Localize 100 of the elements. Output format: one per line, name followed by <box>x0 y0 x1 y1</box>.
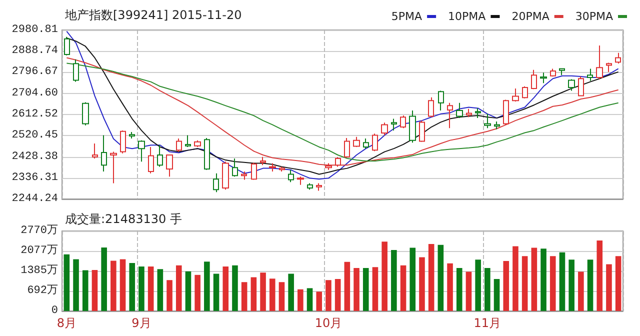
bar <box>194 274 200 311</box>
candlestick <box>531 69 537 90</box>
candlestick <box>82 102 89 126</box>
bar <box>512 246 518 311</box>
bar <box>382 242 388 311</box>
candlestick <box>194 140 201 148</box>
y-tick-label: 2428.38 <box>12 150 58 163</box>
bar <box>213 274 220 311</box>
x-tick-label: 9月 <box>132 316 152 330</box>
y-tick-label: 2520.45 <box>12 130 58 142</box>
candlestick <box>419 120 425 142</box>
candlestick <box>466 108 472 118</box>
candlestick <box>110 151 117 184</box>
candlestick <box>92 143 98 159</box>
candlestick <box>568 78 575 92</box>
candlestick <box>157 144 163 168</box>
bar <box>354 268 360 311</box>
candlestick <box>241 171 247 180</box>
candlestick <box>596 45 603 80</box>
candlestick <box>447 102 453 129</box>
x-tick-label: 11月 <box>474 316 502 330</box>
bar <box>269 278 276 311</box>
bar <box>428 244 434 311</box>
bar <box>606 264 612 311</box>
bar <box>82 270 88 311</box>
legend-label: 5PMA <box>391 10 423 23</box>
bar <box>64 254 70 311</box>
candlestick <box>522 86 528 99</box>
y-tick-label: 0 <box>51 305 58 317</box>
candlestick <box>138 140 145 162</box>
bar <box>288 274 294 311</box>
bar <box>540 248 546 311</box>
bar <box>419 257 425 311</box>
candlestick <box>615 52 621 64</box>
bar <box>120 259 126 311</box>
bar <box>101 247 107 311</box>
legend-label: 20PMA <box>512 10 550 23</box>
candlestick <box>251 162 257 180</box>
candlestick <box>73 58 79 82</box>
candlestick <box>176 138 182 152</box>
candlestick <box>587 68 593 82</box>
bar <box>456 268 462 311</box>
candlestick <box>540 72 547 84</box>
candlestick <box>503 99 509 126</box>
candlestick <box>606 62 612 72</box>
bar <box>185 271 192 311</box>
bar <box>232 265 238 311</box>
candlestick <box>559 68 565 76</box>
bar <box>494 278 500 311</box>
candlestick <box>512 88 519 102</box>
candlestick <box>204 138 210 170</box>
chart-title: 成交量:21483130 手 <box>65 212 182 226</box>
y-tick-label: 2796.67 <box>12 66 58 78</box>
candlestick <box>307 182 313 190</box>
bar <box>298 289 304 311</box>
bar <box>250 277 257 311</box>
candlestick <box>129 132 135 139</box>
y-tick-label: 692万 <box>27 284 58 298</box>
candlestick <box>279 166 285 172</box>
bar <box>559 252 566 311</box>
candlestick <box>409 110 416 144</box>
bar <box>503 261 510 311</box>
y-tick-label: 2612.52 <box>12 108 58 120</box>
candlestick <box>288 169 294 183</box>
y-tick-label: 2244.24 <box>12 193 58 205</box>
bar <box>176 265 182 311</box>
y-tick-label: 1385万 <box>20 264 58 277</box>
x-tick-label: 8月 <box>56 316 76 330</box>
y-tick-label: 2770万 <box>20 224 58 237</box>
candlestick <box>344 138 350 158</box>
candlestick <box>101 134 107 172</box>
bar <box>522 256 528 311</box>
bar <box>326 280 332 311</box>
candlestick <box>166 154 173 178</box>
bar <box>344 262 350 311</box>
candlestick <box>213 172 219 193</box>
candlestick <box>363 138 369 150</box>
candlestick <box>316 182 322 192</box>
bar <box>148 266 154 311</box>
bar <box>438 244 444 311</box>
bar <box>92 270 98 311</box>
candlestick <box>494 121 500 130</box>
candlestick <box>550 68 556 78</box>
y-tick-label: 2336.31 <box>12 172 58 184</box>
bar <box>222 266 229 311</box>
legend-label: 10PMA <box>448 10 486 23</box>
candlestick <box>484 113 491 129</box>
candlestick <box>475 108 481 119</box>
bar <box>615 256 622 311</box>
bar <box>129 263 136 311</box>
y-tick-label: 2980.81 <box>12 24 58 36</box>
y-tick-label: 2077万 <box>20 244 58 258</box>
candlestick <box>64 36 70 56</box>
candlestick <box>391 118 397 131</box>
bar <box>484 268 490 311</box>
bar <box>260 272 266 311</box>
candlestick <box>297 176 304 186</box>
candlestick <box>456 102 463 119</box>
bar <box>531 248 538 311</box>
bar <box>278 282 285 311</box>
